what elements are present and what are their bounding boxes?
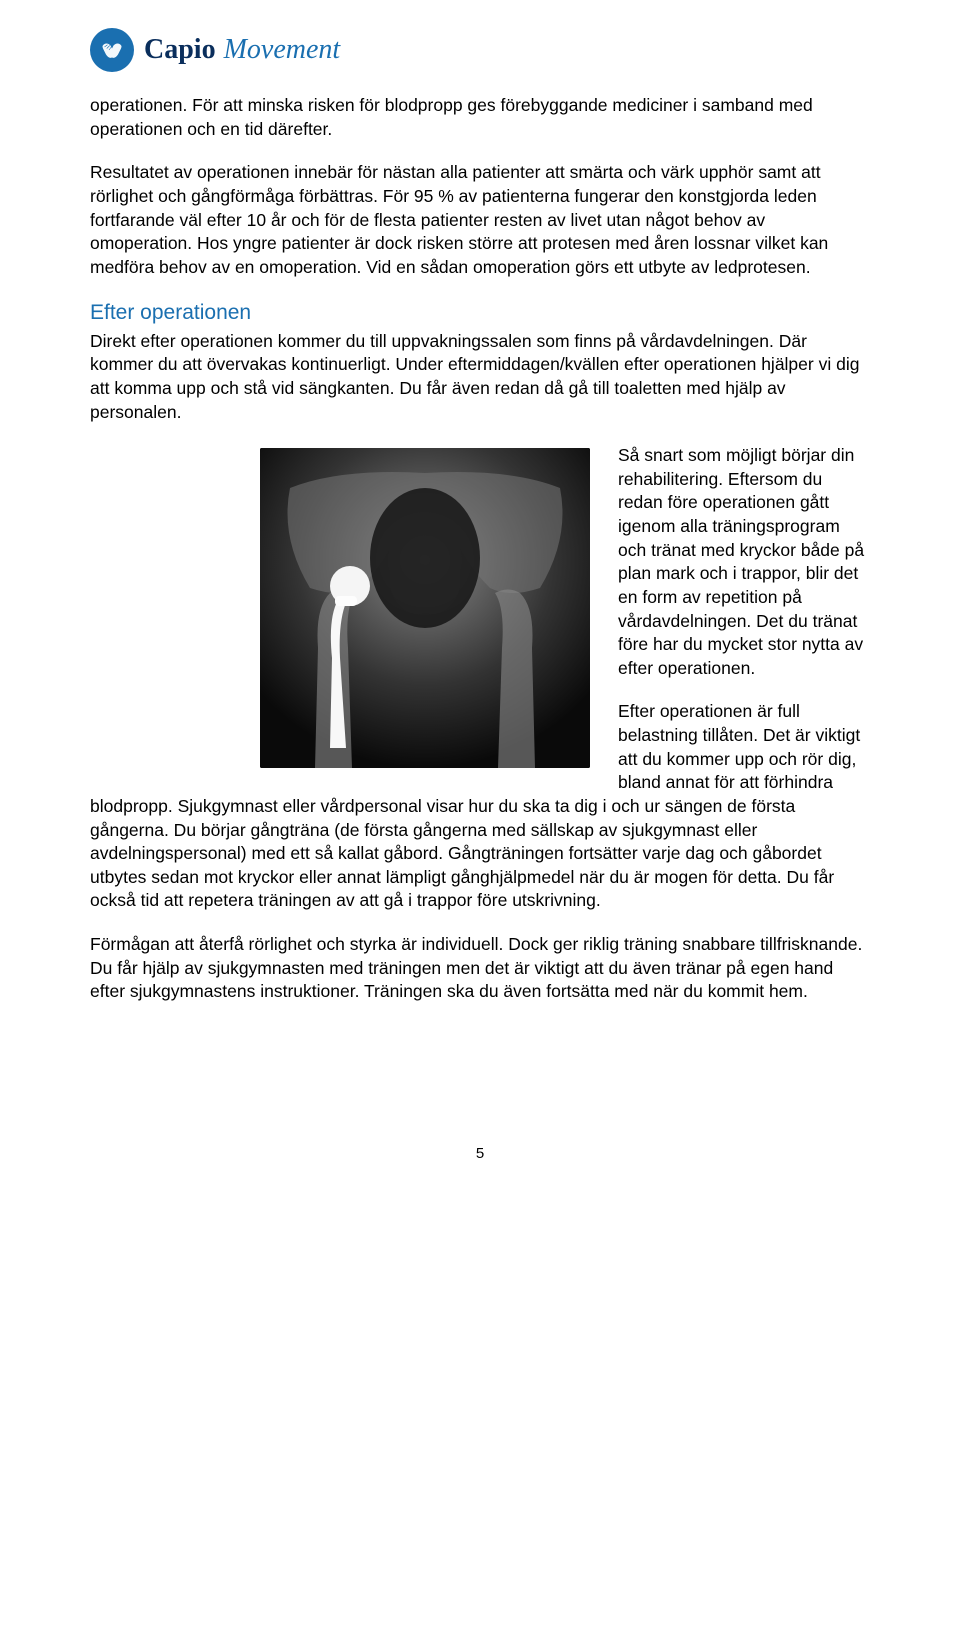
brand-name-1: Capio [144, 31, 216, 69]
xray-image [260, 448, 590, 768]
section-block: Efter operationen Direkt efter operation… [90, 299, 870, 424]
page-header: Capio Movement [90, 28, 870, 72]
hands-icon [97, 35, 127, 65]
logo-icon [90, 28, 134, 72]
page-number: 5 [90, 1144, 870, 1164]
closing-paragraph: Förmågan att återfå rörlighet och styrka… [90, 933, 870, 1004]
paragraph-1: operationen. För att minska risken för b… [90, 94, 870, 141]
section-intro: Direkt efter operationen kommer du till … [90, 331, 859, 422]
text-wrap-container: Så snart som möjligt börjar din rehabili… [90, 444, 870, 913]
brand-text: Capio Movement [144, 31, 340, 69]
brand-name-2: Movement [224, 31, 341, 69]
hip-xray-icon [260, 448, 590, 768]
section-heading: Efter operationen [90, 299, 870, 327]
paragraph-2: Resultatet av operationen innebär för nä… [90, 161, 870, 279]
